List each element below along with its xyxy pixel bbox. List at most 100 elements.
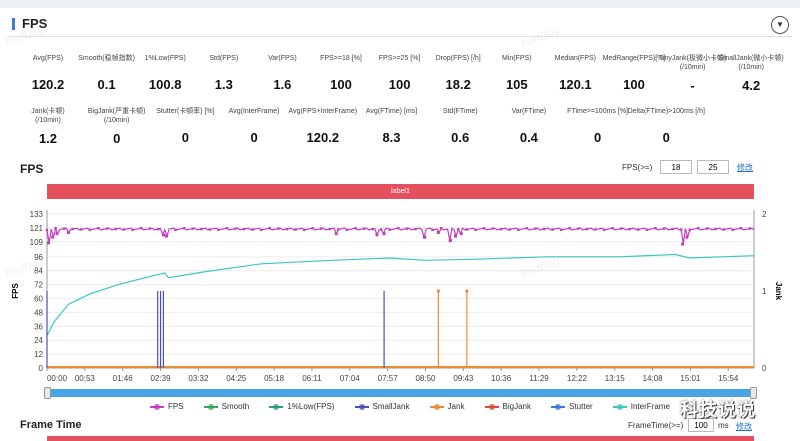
fps-chart-title: FPS — [20, 162, 44, 176]
panel-title: FPS — [12, 17, 47, 30]
legend-swatch-icon — [429, 403, 444, 410]
fps-point — [380, 228, 383, 231]
legend-item[interactable]: Smooth — [203, 402, 250, 411]
x-tick-label: 05:18 — [264, 374, 285, 383]
stat-value: 0.1 — [97, 77, 116, 92]
legend-item[interactable]: Stutter — [551, 402, 593, 411]
timeline-scrollbar[interactable] — [44, 387, 757, 399]
scrollbar-left-handle[interactable] — [44, 387, 51, 399]
legend-swatch-icon — [484, 403, 499, 410]
fps-point — [268, 227, 271, 230]
legend-label: Jank — [447, 402, 465, 411]
legend-item[interactable]: Jank — [429, 402, 465, 411]
fps-dip-point — [448, 239, 452, 243]
stat-stats_row2-8: FTime>=100ms [%] 0 — [553, 107, 643, 145]
fps-point — [97, 227, 100, 230]
legend-item[interactable]: FPS — [150, 402, 184, 411]
fps-point — [294, 228, 297, 231]
legend-swatch-icon — [354, 403, 369, 410]
x-tick-label: 02:39 — [151, 374, 172, 383]
stat-stats_row1-0: Avg(FPS) 120.2 — [3, 54, 93, 92]
scrollbar-right-handle[interactable] — [750, 387, 757, 399]
stat-value: 0.6 — [451, 130, 470, 145]
legend-item[interactable]: SmallJank — [354, 402, 409, 411]
stat-stats_row1-2: 1%Low(FPS) 100.8 — [120, 54, 210, 92]
fps-point — [88, 228, 91, 232]
fps-point — [611, 227, 614, 230]
fps-dip-point — [685, 235, 689, 239]
fps-modify-link[interactable]: 修改 — [737, 163, 753, 172]
top-strip — [0, 0, 800, 8]
fps-point — [525, 227, 529, 230]
x-tick-label: 15:01 — [680, 374, 701, 383]
legend-swatch-icon — [269, 403, 284, 410]
stat-label: Avg(InterFrame) — [228, 108, 280, 115]
fps-point — [748, 227, 751, 230]
x-tick-label: 12:22 — [567, 374, 588, 383]
x-tick-label: 08:50 — [415, 374, 436, 383]
x-tick-label: 10:36 — [491, 374, 512, 383]
fps-point — [234, 227, 237, 230]
stat-value: 0 — [181, 130, 189, 145]
fps-point — [508, 228, 511, 231]
stat-label: Min(FPS) — [502, 55, 532, 62]
fps-point — [251, 228, 254, 231]
legend-item[interactable]: BigJank — [484, 402, 531, 411]
fps-threshold-label: FPS(>=) — [622, 163, 653, 172]
x-tick-label: 00:00 — [47, 374, 68, 383]
stat-value: 0 — [250, 130, 258, 145]
fps-point — [131, 228, 134, 232]
fps-point — [671, 227, 674, 231]
fps-point — [491, 227, 494, 230]
fps-point — [80, 228, 83, 231]
y-tick-label: 36 — [34, 322, 43, 331]
fps-dip-point — [382, 232, 386, 236]
frametime-threshold-input[interactable] — [688, 418, 714, 432]
fps-point — [440, 227, 443, 230]
stat-stats_row2-9: Delta(FTime)>100ms [/h] 0 — [621, 107, 711, 145]
y-tick-label: 133 — [30, 210, 44, 219]
fps-point — [140, 227, 143, 230]
fps-dip-point — [453, 234, 457, 238]
fps-point — [354, 227, 357, 230]
fps-point — [345, 228, 349, 232]
x-tick-label: 01:46 — [113, 374, 134, 383]
fps-threshold-input-1[interactable] — [660, 160, 692, 174]
fps-point — [637, 228, 640, 231]
header-divider — [8, 36, 792, 37]
stat-label: FTime>=100ms [%] — [567, 108, 628, 115]
chevron-down-icon[interactable]: ▼ — [771, 16, 789, 34]
fps-point — [260, 228, 263, 232]
legend-label: Smooth — [221, 402, 250, 411]
stat-stats_row1-7: Drop(FPS) [/h] 18.2 — [413, 54, 503, 92]
stat-value: 100 — [388, 77, 411, 92]
stat-stats_row2-1: BigJank(严重卡顿) (/10min) 0 — [72, 107, 162, 146]
fps-point — [157, 227, 160, 231]
fps-point — [457, 227, 460, 231]
stat-label: Std(FTime) — [442, 108, 478, 115]
fps-point — [645, 228, 649, 232]
fps-point — [594, 228, 597, 231]
legend-item[interactable]: InterFrame — [612, 402, 670, 411]
stat-label: Std(FPS) — [209, 55, 239, 62]
stat-stats_row2-4: Avg(FPS+InterFrame) 120.2 — [278, 107, 368, 145]
fps-point — [62, 227, 66, 230]
stat-stats_row2-6: Std(FTime) 0.6 — [415, 107, 505, 145]
frametime-modify-link[interactable]: 修改 — [736, 422, 752, 431]
fps-point — [337, 228, 340, 231]
fps-point — [285, 227, 289, 231]
stat-stats_row1-1: Smooth(稳帧指数) 0.1 — [62, 54, 152, 92]
stat-stats_row2-5: Avg(FTime) [ms] 8.3 — [347, 107, 437, 145]
fps-dip-point — [66, 231, 70, 235]
y2-tick-label: 1 — [762, 287, 767, 296]
fps-dip-point — [51, 235, 55, 239]
y-tick-label: 84 — [34, 267, 43, 276]
fps-point — [739, 227, 743, 230]
label-bar[interactable]: label1 — [47, 184, 754, 199]
y-axis-label: FPS — [11, 283, 20, 299]
fps-threshold-input-2[interactable] — [697, 160, 729, 174]
legend-item[interactable]: 1%Low(FPS) — [269, 402, 334, 411]
stat-value: 120.2 — [31, 77, 65, 92]
brand-overlay: 科技说说 — [680, 400, 756, 420]
